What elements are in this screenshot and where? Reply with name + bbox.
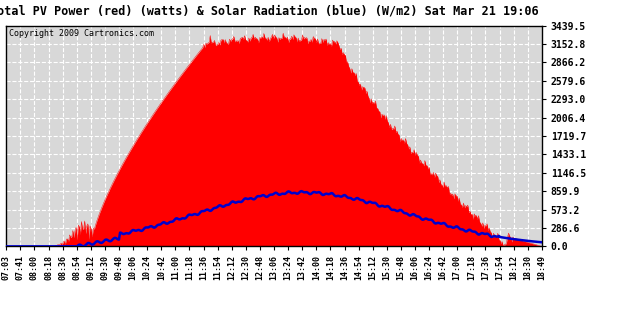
Text: Total PV Power (red) (watts) & Solar Radiation (blue) (W/m2) Sat Mar 21 19:06: Total PV Power (red) (watts) & Solar Rad… <box>0 5 539 18</box>
Text: Copyright 2009 Cartronics.com: Copyright 2009 Cartronics.com <box>9 29 154 38</box>
